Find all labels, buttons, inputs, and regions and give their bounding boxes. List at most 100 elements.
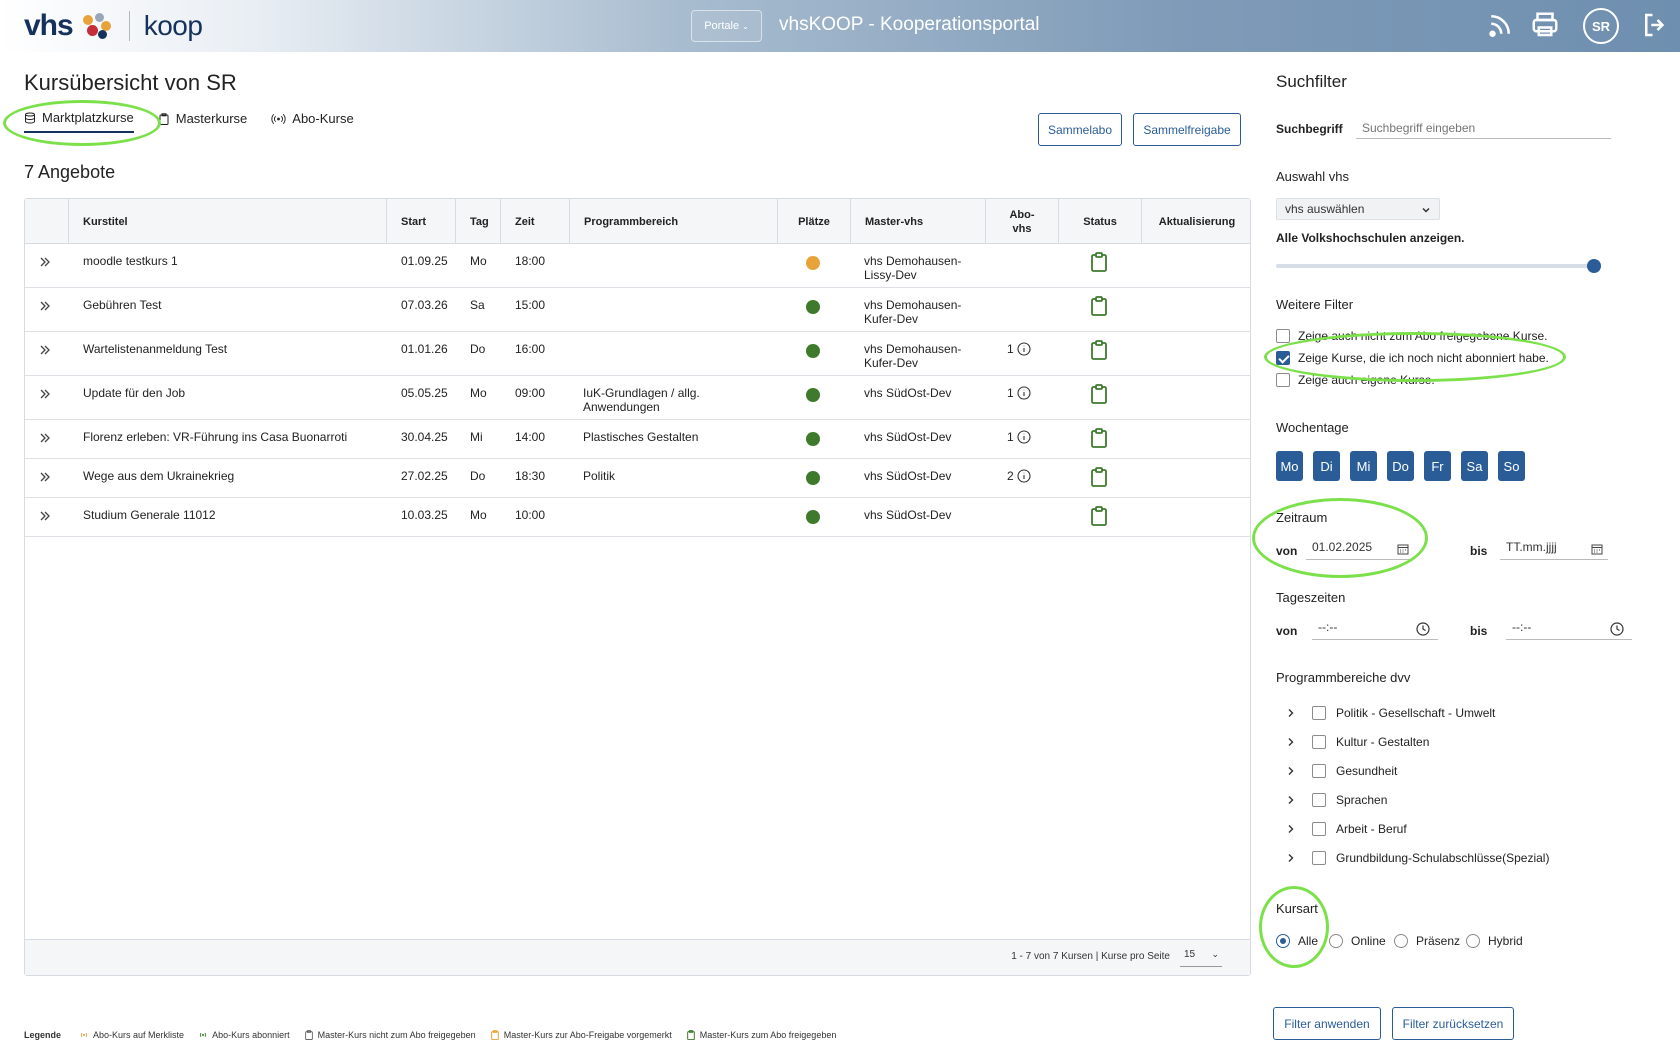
table-row[interactable]: Update für den Job 05.05.25 Mo 09:00 IuK-Gru…: [25, 376, 1250, 420]
double-chevron-right-icon[interactable]: [37, 342, 53, 358]
clock-icon[interactable]: [1610, 622, 1624, 636]
table-row[interactable]: Wege aus dem Ukrainekrieg 27.02.25 Do 18:30…: [25, 459, 1250, 498]
cell-kurstitel[interactable]: Florenz erleben: VR-Führung ins Casa Buo…: [83, 430, 348, 444]
clipboard-status-icon[interactable]: [1090, 252, 1108, 272]
rss-icon[interactable]: [1485, 10, 1517, 42]
weekday-button-fr[interactable]: Fr: [1424, 451, 1451, 481]
cell-kurstitel[interactable]: Wege aus dem Ukrainekrieg: [83, 469, 235, 483]
course-type-radio-hybrid[interactable]: [1466, 934, 1480, 948]
double-chevron-right-icon[interactable]: [37, 298, 53, 314]
logout-icon[interactable]: [1640, 10, 1672, 42]
checkbox-own-courses[interactable]: [1276, 373, 1290, 387]
weekday-button-di[interactable]: Di: [1313, 451, 1340, 481]
apply-filter-button[interactable]: Filter anwenden: [1273, 1007, 1381, 1040]
weekday-button-mi[interactable]: Mi: [1350, 451, 1377, 481]
double-chevron-right-icon[interactable]: [37, 508, 53, 524]
abo-count: 1: [1007, 342, 1014, 356]
col-header-abo-vhs[interactable]: Abo-vhs: [985, 199, 1058, 244]
col-header-programmbereich[interactable]: Programmbereich: [569, 199, 777, 244]
chevron-right-icon[interactable]: [1286, 737, 1296, 747]
col-header-zeit[interactable]: Zeit: [500, 199, 569, 244]
checkbox-not-released[interactable]: [1276, 329, 1290, 343]
portale-dropdown[interactable]: Portale ⌄: [691, 10, 762, 42]
reset-filter-button[interactable]: Filter zurücksetzen: [1392, 1007, 1514, 1040]
program-checkbox[interactable]: [1312, 793, 1326, 807]
cell-kurstitel[interactable]: Update für den Job: [83, 386, 186, 400]
col-header-tag[interactable]: Tag: [455, 199, 500, 244]
clipboard-status-icon[interactable]: [1090, 506, 1108, 526]
daytime-from-input[interactable]: --:--: [1312, 620, 1438, 640]
clipboard-status-icon[interactable]: [1090, 296, 1108, 316]
table-row[interactable]: moodle testkurs 1 01.09.25 Mo 18:00 vhs Demo…: [25, 244, 1250, 288]
calendar-icon[interactable]: [1397, 543, 1409, 555]
double-chevron-right-icon[interactable]: [37, 469, 53, 485]
col-header-start[interactable]: Start: [386, 199, 455, 244]
course-type-radio-präsenz[interactable]: [1394, 934, 1408, 948]
per-page-select[interactable]: 15 ⌄: [1180, 949, 1222, 967]
tab-abo-kurse[interactable]: Abo-Kurse: [271, 110, 354, 133]
cell-kurstitel[interactable]: Wartelistenanmeldung Test: [83, 342, 228, 356]
col-header-aktualisierung[interactable]: Aktualisierung: [1141, 199, 1252, 244]
weekday-button-do[interactable]: Do: [1387, 451, 1414, 481]
calendar-icon[interactable]: [1591, 543, 1603, 555]
table-row[interactable]: Studium Generale 11012 10.03.25 Mo 10:00 vhs…: [25, 498, 1250, 537]
table-row[interactable]: Florenz erleben: VR-Führung ins Casa Buo…: [25, 420, 1250, 459]
course-type-radio-online[interactable]: [1329, 934, 1343, 948]
chevron-right-icon[interactable]: [1286, 708, 1296, 718]
chevron-right-icon[interactable]: [1286, 795, 1296, 805]
clock-icon[interactable]: [1416, 622, 1430, 636]
user-avatar[interactable]: SR: [1583, 8, 1619, 44]
cell-kurstitel[interactable]: moodle testkurs 1: [83, 254, 178, 268]
chevron-right-icon[interactable]: [1286, 853, 1296, 863]
info-icon[interactable]: [1017, 430, 1031, 444]
clipboard-status-icon[interactable]: [1090, 340, 1108, 360]
clipboard-icon: [159, 112, 169, 125]
program-checkbox[interactable]: [1312, 822, 1326, 836]
col-header-status[interactable]: Status: [1058, 199, 1141, 244]
chevron-down-icon: ⌄: [742, 21, 749, 31]
info-icon[interactable]: [1017, 386, 1031, 400]
daytime-from-label: von: [1276, 624, 1298, 638]
double-chevron-right-icon[interactable]: [37, 386, 53, 402]
clipboard-status-icon[interactable]: [1090, 384, 1108, 404]
checkbox-not-subscribed[interactable]: [1276, 351, 1290, 365]
period-to-input[interactable]: TT.mm.jjjj: [1500, 540, 1608, 560]
program-checkbox[interactable]: [1312, 706, 1326, 720]
col-header-plaetze[interactable]: Plätze: [777, 199, 850, 244]
sammelfreigabe-button[interactable]: Sammelfreigabe: [1133, 113, 1241, 146]
clipboard-status-icon[interactable]: [1090, 467, 1108, 487]
daytime-to-input[interactable]: --:--: [1506, 620, 1632, 640]
double-chevron-right-icon[interactable]: [37, 430, 53, 446]
vhs-koop-logo[interactable]: vhs koop: [24, 6, 203, 46]
info-icon[interactable]: [1017, 342, 1031, 356]
print-icon[interactable]: [1530, 10, 1562, 42]
weekday-button-so[interactable]: So: [1498, 451, 1525, 481]
col-header-kurstitel[interactable]: Kurstitel: [68, 199, 410, 244]
tab-masterkurse[interactable]: Masterkurse: [158, 110, 247, 133]
double-chevron-right-icon[interactable]: [37, 254, 53, 270]
chevron-right-icon[interactable]: [1286, 824, 1296, 834]
cell-kurstitel[interactable]: Studium Generale 11012: [83, 508, 216, 522]
table-row[interactable]: Wartelistenanmeldung Test 01.01.26 Do 16:00…: [25, 332, 1250, 376]
vhs-select[interactable]: vhs auswählen: [1276, 198, 1440, 220]
all-vhs-slider-thumb[interactable]: [1587, 259, 1601, 273]
search-input[interactable]: [1356, 117, 1611, 139]
program-checkbox[interactable]: [1312, 851, 1326, 865]
col-header-master-vhs[interactable]: Master-vhs: [850, 199, 985, 244]
weekday-button-sa[interactable]: Sa: [1461, 451, 1488, 481]
table-row[interactable]: Gebühren Test 07.03.26 Sa 15:00 vhs Demohaus…: [25, 288, 1250, 332]
clipboard-status-icon[interactable]: [1090, 428, 1108, 448]
program-checkbox[interactable]: [1312, 764, 1326, 778]
cell-zeit: 18:30: [515, 469, 546, 483]
course-type-radio-alle[interactable]: [1276, 934, 1290, 948]
period-from-input[interactable]: 01.02.2025: [1306, 540, 1412, 560]
tab-marktplatzkurse[interactable]: Marktplatzkurse: [24, 110, 134, 133]
all-vhs-slider-track[interactable]: [1276, 264, 1594, 268]
weekday-button-mo[interactable]: Mo: [1276, 451, 1303, 481]
chevron-right-icon[interactable]: [1286, 766, 1296, 776]
info-icon[interactable]: [1017, 469, 1031, 483]
sammelabo-button[interactable]: Sammelabo: [1038, 113, 1122, 146]
logo-dots-icon: [81, 11, 115, 41]
cell-kurstitel[interactable]: Gebühren Test: [83, 298, 162, 312]
program-checkbox[interactable]: [1312, 735, 1326, 749]
